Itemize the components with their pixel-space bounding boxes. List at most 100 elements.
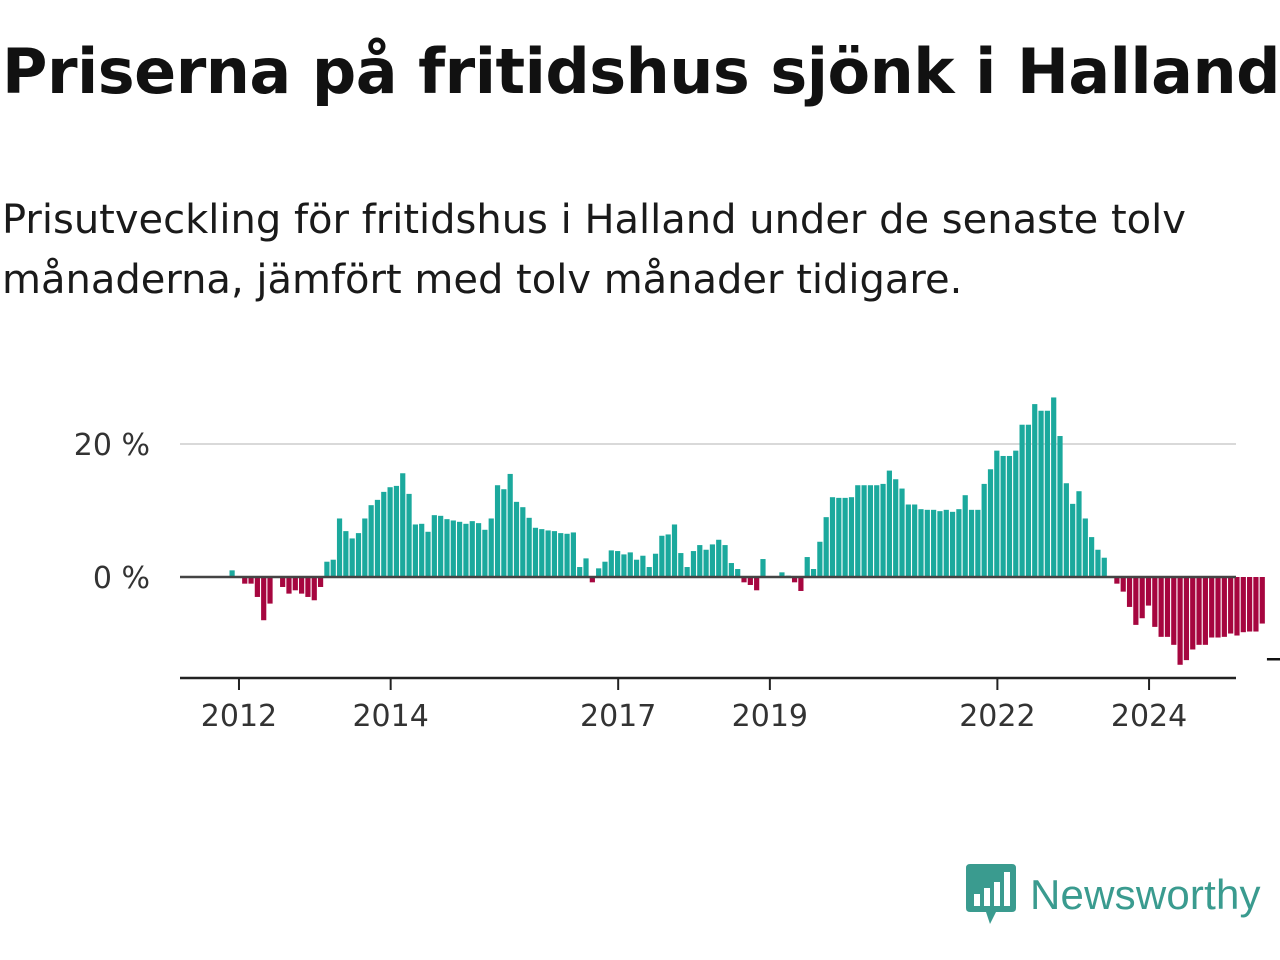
bar [469, 521, 475, 577]
brand-name: Newsworthy [1030, 871, 1261, 918]
bar [703, 549, 709, 578]
y-tick-label: 20 % [74, 428, 150, 463]
bar [242, 577, 248, 584]
bar [1202, 577, 1208, 645]
bar [848, 497, 855, 577]
x-tick-label: 2012 [201, 699, 277, 734]
bar [804, 557, 810, 577]
bar [438, 515, 444, 577]
bar [741, 577, 747, 583]
bar [1044, 410, 1050, 577]
bar [254, 577, 260, 597]
bar [817, 541, 823, 577]
bar [1025, 424, 1032, 577]
bar [532, 527, 539, 577]
bar [1247, 577, 1253, 632]
bar [1164, 577, 1171, 637]
bar [355, 533, 362, 577]
bar [1215, 577, 1221, 638]
bar [564, 533, 570, 578]
bar [823, 517, 829, 577]
bar [343, 531, 349, 578]
bar [1070, 503, 1076, 577]
bar [261, 577, 267, 621]
bar [893, 479, 899, 577]
bar-chart: 0 % 20 % 2012 2014 2017 2019 2022 2024 −7 % [74, 397, 1280, 734]
bar [558, 533, 564, 577]
bar [1209, 577, 1215, 638]
bar [330, 559, 336, 577]
bar [1133, 577, 1139, 625]
bar [1120, 577, 1126, 592]
bar [570, 532, 576, 577]
labels: 0 % 20 % 2012 2014 2017 2019 2022 2024 −7 % [74, 428, 1280, 734]
bar [362, 518, 368, 577]
bar [463, 523, 469, 577]
bar [1171, 577, 1177, 645]
bar [1051, 397, 1057, 577]
bar [968, 509, 975, 577]
y-tick-label: 0 % [93, 561, 150, 596]
bar [1095, 549, 1101, 578]
bar [1221, 577, 1227, 637]
bar [583, 558, 589, 577]
brand: Newsworthy [966, 862, 1261, 928]
bar [754, 577, 760, 591]
bar [899, 488, 905, 578]
bar [1196, 577, 1202, 645]
bar [482, 529, 488, 577]
bar [728, 563, 734, 577]
bar [412, 524, 418, 578]
bar [697, 545, 703, 577]
bar [798, 577, 804, 591]
bars [229, 397, 1265, 665]
bar [1158, 577, 1164, 637]
bar [633, 559, 640, 577]
bar [1145, 577, 1152, 606]
bar [1101, 557, 1107, 578]
bar [1019, 424, 1025, 577]
bar [292, 577, 298, 591]
bar [1013, 450, 1019, 577]
bar [267, 577, 273, 604]
bar [931, 509, 937, 577]
bar [987, 469, 994, 577]
bar [671, 524, 678, 578]
bar [400, 473, 406, 577]
bar [1183, 577, 1190, 661]
bar [381, 491, 387, 577]
bar [962, 495, 968, 577]
bar [918, 509, 924, 577]
bar [526, 517, 532, 577]
bar [1032, 404, 1038, 577]
bar [1126, 577, 1133, 607]
bar [842, 497, 848, 578]
bar [836, 497, 842, 578]
bar [1139, 577, 1145, 619]
bar [1114, 577, 1120, 584]
bar [855, 485, 861, 577]
bar [1234, 577, 1240, 636]
x-tick-label: 2014 [352, 699, 428, 734]
bar [678, 553, 684, 577]
bar [475, 523, 482, 577]
bar [1253, 577, 1259, 632]
bar [874, 485, 880, 577]
bar [589, 577, 595, 583]
bar [956, 509, 962, 577]
bar [735, 569, 741, 577]
bar [646, 567, 652, 578]
bar [286, 577, 292, 594]
bar [596, 568, 602, 577]
x-tick-label: 2017 [580, 699, 656, 734]
bar [722, 545, 728, 577]
bar [1082, 518, 1088, 577]
bar [349, 538, 355, 577]
bar [419, 523, 425, 577]
bar [317, 577, 324, 587]
bar [886, 470, 892, 577]
bar [690, 551, 697, 577]
bar [949, 511, 956, 577]
bar [621, 554, 627, 577]
bar [760, 559, 766, 577]
